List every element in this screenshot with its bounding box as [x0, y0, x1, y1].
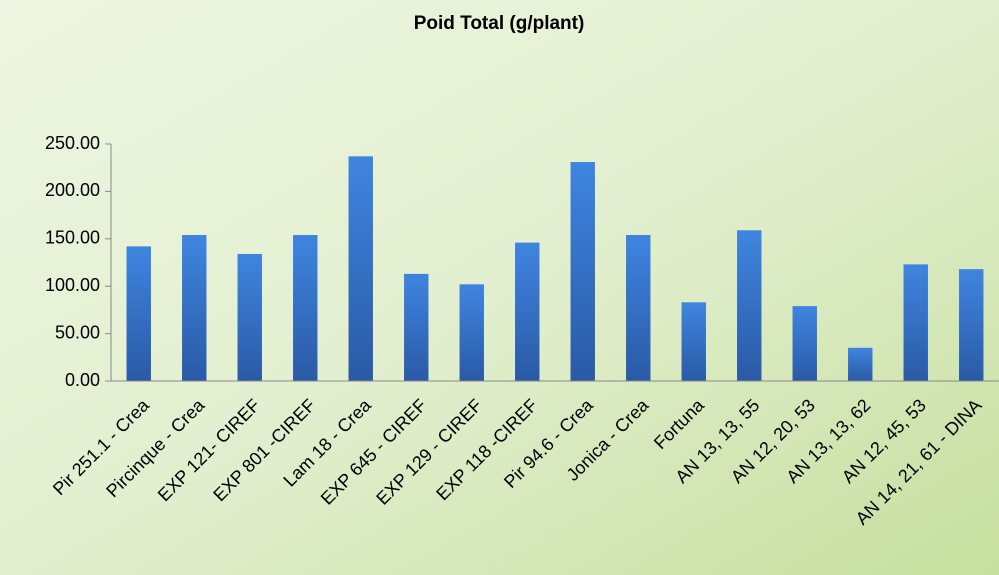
bar	[126, 246, 151, 381]
bar	[959, 269, 984, 381]
bar	[182, 235, 207, 381]
y-tick-label: 100.00	[45, 275, 100, 295]
bar	[404, 273, 429, 381]
bar	[737, 230, 762, 381]
bar	[459, 284, 484, 381]
bar	[848, 347, 873, 381]
y-tick-label: 150.00	[45, 228, 100, 248]
y-tick-label: 0.00	[65, 370, 100, 390]
bar	[348, 156, 373, 381]
bar	[237, 253, 262, 381]
bar	[681, 302, 706, 381]
y-tick-label: 200.00	[45, 180, 100, 200]
y-tick-label: 50.00	[55, 322, 100, 342]
bar	[792, 306, 817, 381]
bar	[293, 235, 318, 381]
chart-title: Poid Total (g/plant)	[414, 13, 585, 34]
bar	[903, 264, 928, 381]
bar	[626, 235, 651, 381]
bar	[570, 162, 595, 381]
bar	[515, 242, 540, 381]
y-tick-label: 250.00	[45, 133, 100, 153]
